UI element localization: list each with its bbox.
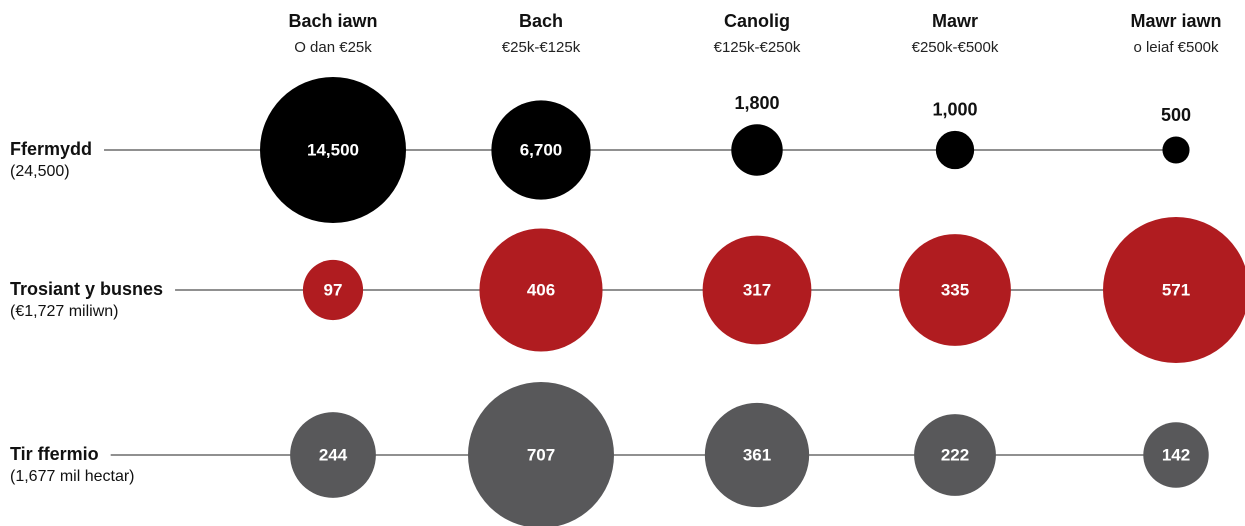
value-label: 1,000 bbox=[932, 100, 977, 120]
value-label: 571 bbox=[1162, 280, 1190, 299]
value-label: 361 bbox=[743, 445, 771, 464]
bubble bbox=[731, 124, 783, 176]
bubble bbox=[704, 402, 810, 508]
column-title: Canolig bbox=[724, 11, 790, 31]
bubble bbox=[479, 228, 603, 352]
column-subtitle: o leiaf €500k bbox=[1133, 39, 1219, 56]
bubble bbox=[1162, 136, 1190, 164]
column-title: Mawr bbox=[932, 11, 978, 31]
bubble bbox=[290, 412, 376, 498]
value-label: 406 bbox=[527, 280, 555, 299]
bubble bbox=[702, 235, 812, 345]
value-label: 1,800 bbox=[734, 93, 779, 113]
row-total: (€1,727 miliwn) bbox=[10, 303, 119, 320]
row-label: Trosiant y busnes bbox=[10, 279, 163, 299]
value-label: 244 bbox=[319, 445, 348, 464]
value-label: 6,700 bbox=[520, 140, 563, 159]
value-label: 142 bbox=[1162, 445, 1190, 464]
column-subtitle: €125k-€250k bbox=[714, 39, 801, 56]
value-label: 707 bbox=[527, 445, 555, 464]
bubble bbox=[935, 130, 975, 170]
column-title: Bach iawn bbox=[288, 11, 377, 31]
value-label: 97 bbox=[324, 280, 343, 299]
row-label: Ffermydd bbox=[10, 139, 92, 159]
bubble bbox=[1143, 422, 1209, 488]
value-label: 14,500 bbox=[307, 140, 359, 159]
row-total: (1,677 mil hectar) bbox=[10, 468, 135, 485]
value-label: 500 bbox=[1161, 105, 1191, 125]
bubble bbox=[1103, 217, 1245, 363]
row-label: Tir ffermio bbox=[10, 444, 99, 464]
column-subtitle: €250k-€500k bbox=[912, 39, 999, 56]
column-title: Mawr iawn bbox=[1130, 11, 1221, 31]
value-label: 222 bbox=[941, 445, 969, 464]
bubble bbox=[260, 77, 406, 223]
bubble bbox=[491, 100, 591, 200]
column-subtitle: €25k-€125k bbox=[502, 39, 581, 56]
column-subtitle: O dan €25k bbox=[294, 39, 372, 56]
bubble bbox=[302, 259, 364, 321]
value-label: 335 bbox=[941, 280, 969, 299]
bubble bbox=[914, 414, 996, 496]
column-title: Bach bbox=[519, 11, 563, 31]
row-total: (24,500) bbox=[10, 163, 70, 180]
bubble bbox=[899, 234, 1011, 346]
bubble bbox=[468, 382, 614, 526]
value-label: 317 bbox=[743, 280, 771, 299]
